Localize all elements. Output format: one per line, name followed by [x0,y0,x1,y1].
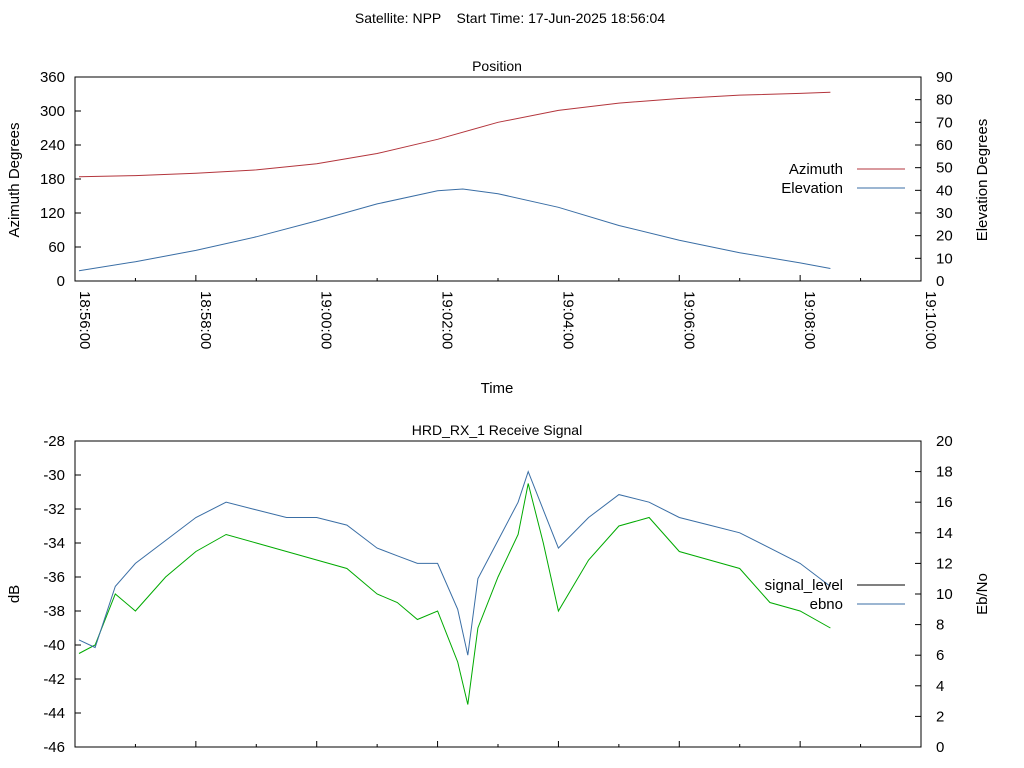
receive-signal-plot-frame [74,440,922,748]
position-right-tick-label: 70 [936,114,953,131]
receive-signal-right-tick-label: 2 [936,708,944,725]
position-chart: Position 0 60 120 180 240 300 360 0 10 20 30 40 50 60… [6,58,991,397]
position-x-tick-label: 19:06:00 [680,291,697,349]
receive-signal-right-tick-label: 0 [936,739,944,756]
receive-signal-right-tick-label: 12 [936,555,953,572]
position-x-tick-label: 18:58:00 [197,291,214,349]
legend-ebno-label: ebno [810,596,843,613]
receive-signal-chart: HRD_RX_1 Receive Signal -46-44-42-40-38-… [6,422,991,756]
receive-signal-right-tick-label: 16 [936,494,953,511]
position-legend: Azimuth Elevation [781,161,905,197]
receive-signal-left-tick-label: -28 [43,433,65,450]
receive-signal-left-tick-label: -30 [43,467,65,484]
receive-signal-right-tick-label: 18 [936,464,953,481]
figure-title: Satellite: NPP Start Time: 17-Jun-2025 1… [355,10,665,26]
receive-signal-left-tick-label: -32 [43,501,65,518]
receive-signal-left-tick-label: -42 [43,671,65,688]
position-left-tick-label: 300 [40,103,65,120]
position-left-tick-label: 60 [48,239,65,256]
receive-signal-legend: signal_level ebno [765,577,905,613]
receive-signal-left-tick-label: -40 [43,637,65,654]
receive-signal-series-signal-level [78,483,831,705]
position-right-tick-label: 30 [936,205,953,222]
receive-signal-series-ebno [78,470,831,656]
receive-signal-left-tick-label: -46 [43,739,65,756]
receive-signal-left-tick-label: -36 [43,569,65,586]
receive-signal-series [78,470,831,705]
position-right-tick-label: 90 [936,69,953,86]
legend-signal-level-label: signal_level [765,577,843,594]
position-right-tick-label: 60 [936,137,953,154]
position-ticks: 0 60 120 180 240 300 360 0 10 20 30 40 50 60 70 80 90 18:… [40,69,953,349]
position-x-tick-label: 19:10:00 [922,291,939,349]
legend-elevation-label: Elevation [781,180,843,197]
receive-signal-title: HRD_RX_1 Receive Signal [412,422,582,438]
receive-signal-left-tick-label: -34 [43,535,65,552]
receive-signal-ticks: -46 -44 -42 -40 -38 -36 -34 -32 -30 -28 0 2 4 6 8 10 12 1… [43,433,952,756]
receive-signal-left-tick-label: -38 [43,603,65,620]
ebno-axis-label: Eb/No [974,573,991,615]
position-right-tick-label: 80 [936,92,953,109]
position-left-tick-label: 180 [40,171,65,188]
position-title: Position [472,58,522,74]
position-x-tick-label: 19:00:00 [318,291,335,349]
receive-signal-right-tick-label: 4 [936,678,944,695]
position-x-tick-label: 19:02:00 [439,291,456,349]
elevation-axis-label: Elevation Degrees [974,119,991,242]
position-plot-frame [74,76,922,282]
receive-signal-left-tick-label: -44 [43,705,65,722]
position-series-azimuth [78,91,831,178]
receive-signal-right-tick-label: 20 [936,433,953,450]
position-left-tick-label: 240 [40,137,65,154]
position-right-tick-label: 20 [936,228,953,245]
position-x-tick-label: 19:04:00 [559,291,576,349]
receive-signal-right-tick-label: 14 [936,525,953,542]
position-right-tick-label: 0 [936,273,944,290]
position-series [78,91,831,272]
position-x-tick-label: 19:08:00 [801,291,818,349]
azimuth-axis-label: Azimuth Degrees [6,122,23,237]
position-left-tick-label: 0 [57,273,65,290]
receive-signal-right-tick-label: 8 [936,617,944,634]
position-series-elevation [78,188,831,272]
position-left-tick-label: 120 [40,205,65,222]
receive-signal-right-tick-label: 6 [936,647,944,664]
receive-signal-right-tick-label: 10 [936,586,953,603]
position-right-tick-label: 40 [936,182,953,199]
position-right-tick-label: 10 [936,250,953,267]
position-right-tick-label: 50 [936,160,953,177]
db-axis-label: dB [6,585,23,603]
legend-azimuth-label: Azimuth [789,161,843,178]
position-x-tick-label: 18:56:00 [76,291,93,349]
position-left-tick-label: 360 [40,69,65,86]
time-axis-label: Time [481,380,514,397]
